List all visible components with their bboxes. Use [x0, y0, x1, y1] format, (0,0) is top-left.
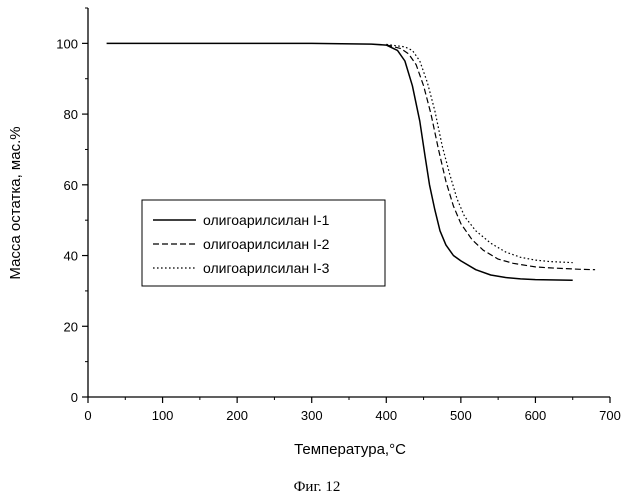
y-tick-label: 60	[64, 178, 78, 193]
y-tick-label: 0	[71, 390, 78, 405]
x-tick-label: 500	[450, 408, 472, 423]
x-tick-label: 400	[375, 408, 397, 423]
legend-label-1: олигоарилсилан I-1	[203, 212, 330, 228]
x-tick-label: 0	[84, 408, 91, 423]
legend-label-3: олигоарилсилан I-3	[203, 260, 330, 276]
x-tick-label: 100	[152, 408, 174, 423]
y-tick-label: 20	[64, 319, 78, 334]
x-tick-label: 700	[599, 408, 621, 423]
series-line-2	[386, 45, 595, 270]
series-line-3	[386, 44, 572, 262]
figure-caption: Фиг. 12	[294, 479, 341, 495]
y-ticks: 0 20 40 60 80 100	[56, 8, 88, 405]
y-axis-label: Масса остатка, мас.%	[7, 126, 24, 279]
x-tick-label: 200	[226, 408, 248, 423]
x-tick-label: 600	[525, 408, 547, 423]
y-tick-label: 80	[64, 107, 78, 122]
legend-label-2: олигоарилсилан I-2	[203, 236, 330, 252]
x-ticks: 0 100 200 300 400 500 600 700	[84, 397, 620, 423]
x-tick-label: 300	[301, 408, 323, 423]
y-tick-label: 40	[64, 249, 78, 264]
y-tick-label: 100	[56, 36, 78, 51]
legend: олигоарилсилан I-1 олигоарилсилан I-2 олиг…	[142, 200, 385, 286]
x-axis-label: Температура,°С	[294, 441, 406, 458]
